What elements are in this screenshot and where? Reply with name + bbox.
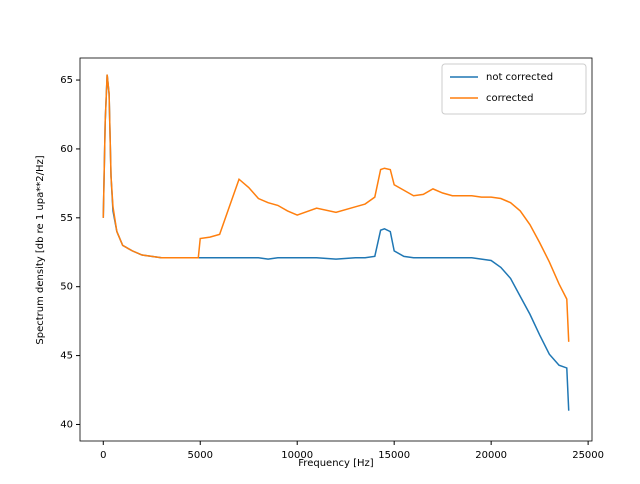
y-tick-label: 65: [60, 75, 73, 86]
y-tick-label: 50: [60, 282, 73, 293]
x-tick-label: 0: [100, 450, 106, 461]
x-tick-label: 20000: [475, 450, 507, 461]
x-tick-label: 15000: [378, 450, 410, 461]
x-tick-label: 5000: [188, 450, 213, 461]
legend-label: not corrected: [486, 72, 553, 83]
y-tick-label: 40: [60, 419, 73, 430]
x-tick-label: 10000: [281, 450, 313, 461]
x-axis-label: Frequency [Hz]: [298, 458, 374, 469]
series-line: [102, 74, 570, 342]
x-tick-label: 25000: [572, 450, 604, 461]
y-tick-label: 55: [60, 213, 73, 224]
y-axis-label: Spectrum density [db re 1 upa**2/Hz]: [35, 155, 46, 344]
y-tick-label: 45: [60, 351, 73, 362]
plot-frame: [79, 57, 593, 442]
y-tick-label: 60: [60, 144, 73, 155]
legend-label: corrected: [486, 93, 534, 104]
